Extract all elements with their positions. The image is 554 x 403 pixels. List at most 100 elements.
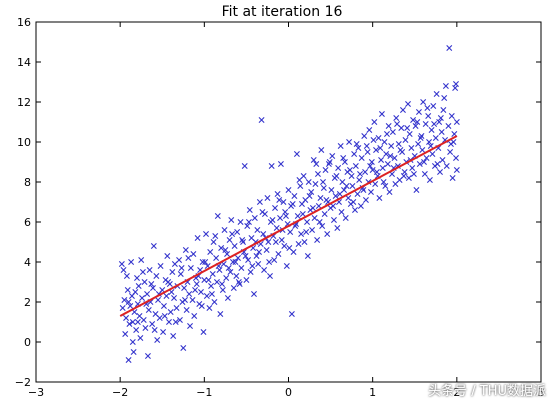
scatter-point [437,115,444,121]
scatter-point [202,259,209,265]
scatter-point [169,269,176,275]
scatter-point [183,307,190,313]
x-tick-label: 2 [453,386,460,399]
scatter-point [351,151,358,157]
scatter-point [404,125,411,131]
scatter-point [412,123,419,129]
scatter-point [209,271,216,277]
scatter-point [354,191,361,197]
scatter-point [253,253,260,259]
scatter-point [303,229,310,235]
scatter-point [289,201,296,207]
scatter-point [373,169,380,175]
scatter-point [272,205,279,211]
scatter-point [415,109,422,115]
scatter-point [350,199,357,205]
scatter-point [139,295,146,301]
scatter-point [285,187,292,193]
scatter-point [336,191,343,197]
scatter-point [338,209,345,215]
scatter-point [234,229,241,235]
scatter-point [132,289,139,295]
scatter-point [259,209,266,215]
scatter-point [176,317,183,323]
scatter-point [413,187,420,193]
scatter-point [151,327,158,333]
scatter-point [160,303,167,309]
scatter-point [324,231,331,237]
scatter-point [198,303,205,309]
scatter-point [272,239,279,245]
scatter-point [309,205,316,211]
scatter-point [301,239,308,245]
scatter-point [308,189,315,195]
scatter-point [313,161,320,167]
scatter-point [144,291,151,297]
scatter-point [371,119,378,125]
scatter-point [383,131,390,137]
scatter-point [213,279,220,285]
scatter-point [315,203,322,209]
scatter-point [426,139,433,145]
x-tick-label: −2 [112,386,128,399]
scatter-point [453,119,460,125]
scatter-point [385,123,392,129]
scatter-point [224,251,231,257]
scatter-point [165,319,172,325]
scatter-point [334,225,341,231]
scatter-point [263,247,270,253]
scatter-point [433,91,440,97]
scatter-point [276,197,283,203]
scatter-point [128,259,135,265]
scatter-point [319,223,326,229]
scatter-point [238,265,245,271]
scatter-point [214,213,221,219]
scatter-point [274,191,281,197]
scatter-point [212,233,219,239]
scatter-point [442,83,449,89]
scatter-point [139,269,146,275]
scatter-point [261,267,268,273]
scatter-point [428,127,435,133]
y-tick-label: 6 [24,216,31,229]
scatter-point [321,211,328,217]
scatter-point [410,171,417,177]
x-tick-label: 0 [285,386,292,399]
scatter-point [448,113,455,119]
scatter-point [439,157,446,163]
scatter-point [256,249,263,255]
scatter-point [264,195,271,201]
scatter-point [260,231,267,237]
scatter-point [249,263,256,269]
scatter-point [194,235,201,241]
scatter-point [304,219,311,225]
scatter-point [373,147,380,153]
scatter-point [294,213,301,219]
scatter-point [323,197,330,203]
scatter-point [376,195,383,201]
scatter-point [173,305,180,311]
scatter-point [205,277,212,283]
scatter-point [222,247,229,253]
y-tick-label: 14 [17,56,31,69]
scatter-point [410,117,417,123]
scatter-point [278,237,285,243]
scatter-point [219,287,226,293]
scatter-point [150,243,157,249]
scatter-point [422,121,429,127]
scatter-point [330,217,337,223]
scatter-point [199,259,206,265]
scatter-point [129,319,136,325]
scatter-point [375,135,382,141]
scatter-point [271,257,278,263]
scatter-point [185,255,192,261]
scatter-point [402,137,409,143]
scatter-point [187,323,194,329]
x-tick-label: 1 [369,386,376,399]
scatter-point [425,113,432,119]
scatter-point [121,297,128,303]
scatter-point [233,273,240,279]
scatter-point [146,267,153,273]
scatter-point [256,199,263,205]
scatter-point [167,309,174,315]
